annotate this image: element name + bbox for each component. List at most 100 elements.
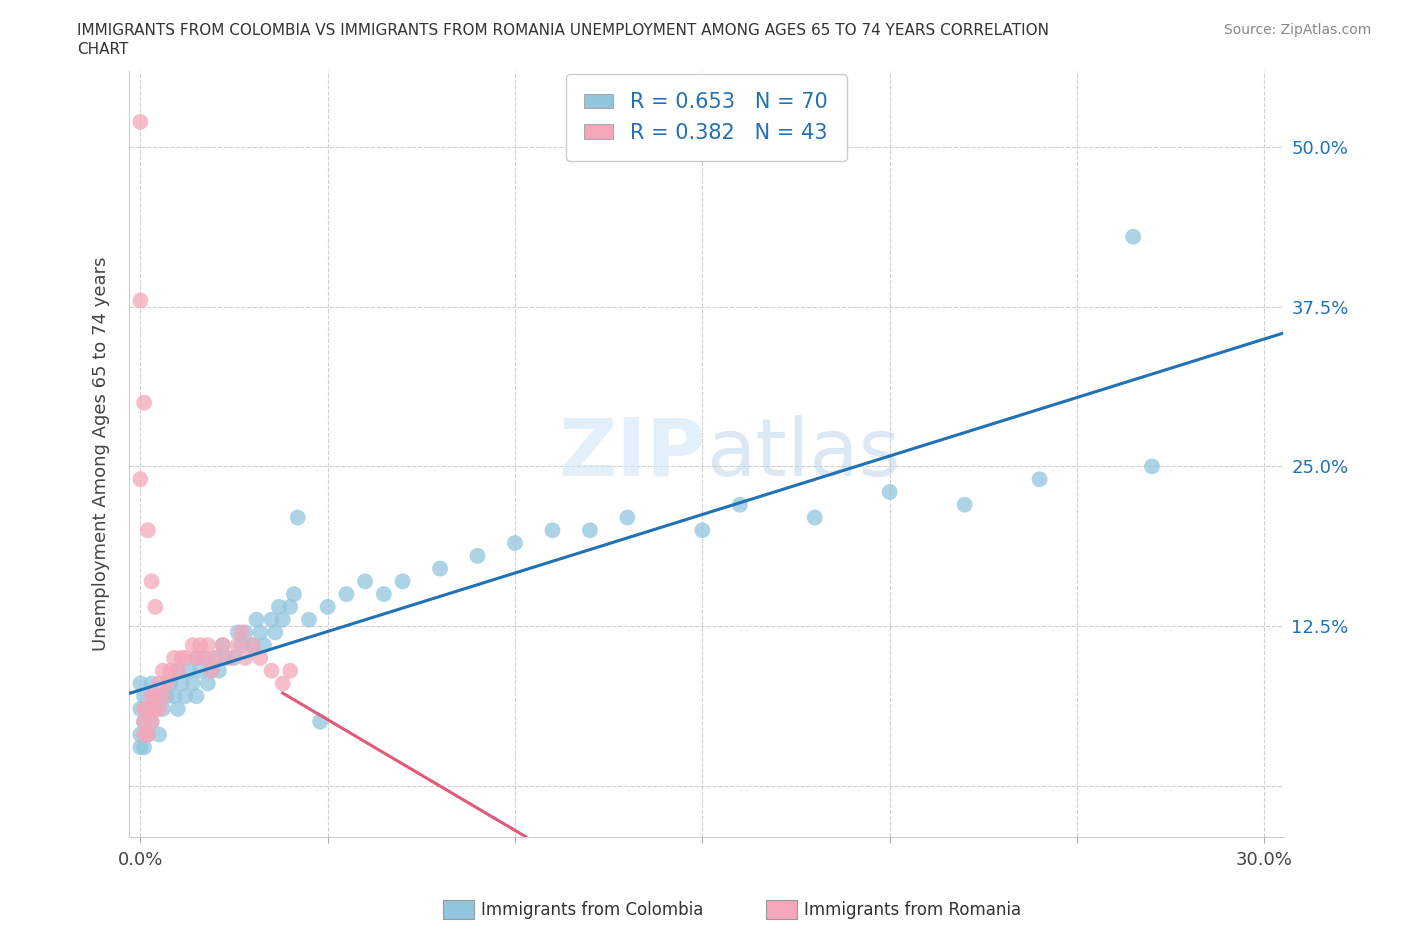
- Point: [186, 650, 208, 665]
- Point: [129, 701, 152, 716]
- Text: Source: ZipAtlas.com: Source: ZipAtlas.com: [1223, 23, 1371, 37]
- Point: [129, 472, 152, 486]
- Text: CHART: CHART: [77, 42, 129, 57]
- Point: [222, 650, 245, 665]
- Point: [298, 612, 321, 627]
- Point: [132, 714, 155, 729]
- Point: [373, 587, 395, 602]
- Point: [200, 663, 222, 678]
- Point: [242, 638, 264, 653]
- Text: Immigrants from Colombia: Immigrants from Colombia: [481, 900, 703, 919]
- Point: [211, 638, 233, 653]
- Point: [271, 612, 294, 627]
- Point: [136, 727, 159, 742]
- Point: [141, 689, 163, 704]
- Point: [188, 663, 211, 678]
- Point: [129, 727, 152, 742]
- Point: [271, 676, 294, 691]
- Point: [148, 689, 170, 704]
- Text: atlas: atlas: [706, 415, 900, 493]
- Point: [249, 650, 271, 665]
- Point: [181, 638, 204, 653]
- Point: [141, 714, 163, 729]
- Point: [132, 740, 155, 755]
- Point: [132, 701, 155, 716]
- Point: [141, 714, 163, 729]
- Point: [197, 676, 219, 691]
- Point: [226, 638, 249, 653]
- Text: ZIP: ZIP: [558, 415, 706, 493]
- Point: [132, 689, 155, 704]
- Point: [186, 650, 208, 665]
- Point: [354, 574, 377, 589]
- Point: [233, 650, 256, 665]
- Point: [155, 689, 177, 704]
- Point: [174, 689, 197, 704]
- Point: [148, 676, 170, 691]
- Point: [316, 600, 339, 615]
- Y-axis label: Unemployment Among Ages 65 to 74 years: Unemployment Among Ages 65 to 74 years: [93, 257, 110, 651]
- Point: [233, 625, 256, 640]
- Text: Immigrants from Romania: Immigrants from Romania: [804, 900, 1021, 919]
- Point: [260, 612, 283, 627]
- Point: [541, 523, 564, 538]
- Point: [152, 701, 174, 716]
- Point: [616, 510, 638, 525]
- Legend: R = 0.653   N = 70, R = 0.382   N = 43: R = 0.653 N = 70, R = 0.382 N = 43: [565, 73, 846, 162]
- Point: [170, 650, 193, 665]
- Point: [953, 498, 976, 512]
- Point: [249, 625, 271, 640]
- Point: [186, 689, 208, 704]
- Point: [166, 701, 188, 716]
- Point: [692, 523, 714, 538]
- Point: [1140, 459, 1163, 474]
- Point: [136, 701, 159, 716]
- Point: [1122, 230, 1144, 245]
- Point: [728, 498, 751, 512]
- Point: [143, 701, 166, 716]
- Point: [136, 727, 159, 742]
- Point: [141, 676, 163, 691]
- Point: [163, 689, 186, 704]
- Point: [129, 676, 152, 691]
- Point: [136, 701, 159, 716]
- Point: [231, 638, 253, 653]
- Point: [467, 549, 489, 564]
- Point: [283, 587, 305, 602]
- Point: [211, 638, 233, 653]
- Point: [132, 727, 155, 742]
- Text: IMMIGRANTS FROM COLOMBIA VS IMMIGRANTS FROM ROMANIA UNEMPLOYMENT AMONG AGES 65 T: IMMIGRANTS FROM COLOMBIA VS IMMIGRANTS F…: [77, 23, 1049, 38]
- Point: [335, 587, 357, 602]
- Point: [129, 114, 152, 129]
- Point: [879, 485, 901, 499]
- Point: [148, 727, 170, 742]
- Point: [197, 638, 219, 653]
- Point: [245, 612, 267, 627]
- Point: [143, 701, 166, 716]
- Point: [193, 650, 215, 665]
- Point: [429, 561, 451, 576]
- Point: [188, 638, 211, 653]
- Point: [132, 395, 155, 410]
- Point: [204, 650, 226, 665]
- Point: [226, 625, 249, 640]
- Point: [129, 293, 152, 308]
- Point: [278, 600, 301, 615]
- Point: [1028, 472, 1050, 486]
- Point: [132, 714, 155, 729]
- Point: [143, 600, 166, 615]
- Point: [260, 663, 283, 678]
- Point: [278, 663, 301, 678]
- Point: [208, 663, 231, 678]
- Point: [141, 574, 163, 589]
- Point: [152, 689, 174, 704]
- Point: [193, 650, 215, 665]
- Point: [181, 676, 204, 691]
- Point: [267, 600, 290, 615]
- Point: [231, 625, 253, 640]
- Point: [264, 625, 287, 640]
- Point: [204, 650, 226, 665]
- Point: [503, 536, 526, 551]
- Point: [143, 689, 166, 704]
- Point: [163, 650, 186, 665]
